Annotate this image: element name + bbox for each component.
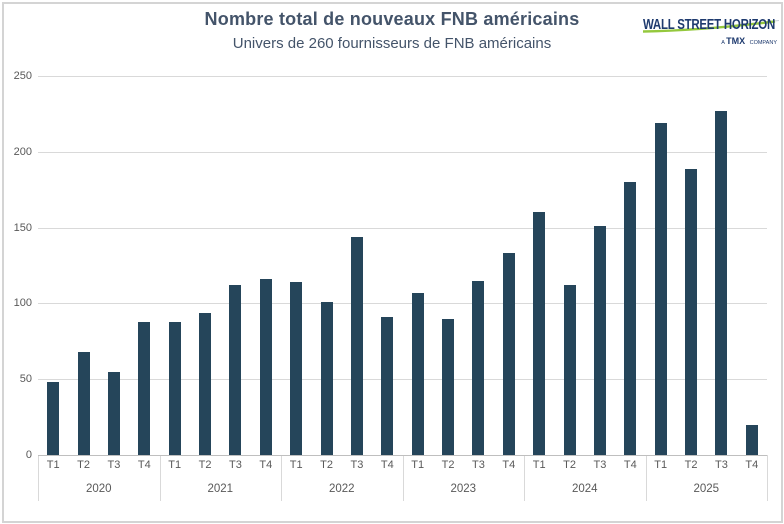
bar-2025-T2 xyxy=(685,168,698,455)
x-axis-year-label: 2024 xyxy=(571,483,598,495)
bar-2023-T3 xyxy=(472,280,485,455)
x-axis-quarter-label: T3 xyxy=(350,459,364,471)
x-axis-quarter-label: T1 xyxy=(654,459,668,471)
x-axis-year-label: 2020 xyxy=(85,483,112,495)
y-gridline xyxy=(38,379,767,380)
x-axis-year-label: 2022 xyxy=(328,483,355,495)
x-axis-quarter-label: T4 xyxy=(502,459,516,471)
chart-subtitle: Univers de 260 fournisseurs de FNB améri… xyxy=(232,35,552,52)
x-axis-year-label: 2021 xyxy=(207,483,234,495)
x-axis-quarter-label: T2 xyxy=(198,459,212,471)
bar-2021-T2 xyxy=(199,312,212,455)
x-axis-quarter-label: T2 xyxy=(563,459,577,471)
bar-2023-T1 xyxy=(411,292,424,455)
y-axis-tick-label: 200 xyxy=(13,146,32,158)
bar-2021-T3 xyxy=(229,285,242,455)
y-axis-tick-label: 100 xyxy=(13,297,32,309)
bar-2024-T3 xyxy=(593,226,606,455)
year-group-separator xyxy=(160,455,161,501)
bar-2021-T4 xyxy=(259,279,272,455)
year-group-separator xyxy=(524,455,525,501)
x-axis-quarter-label: T1 xyxy=(168,459,182,471)
y-axis-tick-label: 50 xyxy=(19,373,32,385)
x-axis-quarter-label: T2 xyxy=(441,459,455,471)
x-axis-quarter-label: T1 xyxy=(46,459,60,471)
logo-tagline: A TMX COMPANY xyxy=(721,31,777,48)
x-axis-quarter-label: T3 xyxy=(107,459,121,471)
x-axis-quarter-label: T1 xyxy=(289,459,303,471)
x-axis-quarter-label: T3 xyxy=(714,459,728,471)
bar-2022-T1 xyxy=(290,282,303,455)
y-gridline xyxy=(38,152,767,153)
x-axis-quarter-label: T4 xyxy=(137,459,151,471)
logo-swoosh-icon xyxy=(642,20,776,33)
x-axis-quarter-label: T2 xyxy=(77,459,91,471)
bar-2023-T4 xyxy=(502,253,515,455)
y-gridline xyxy=(38,228,767,229)
x-axis-quarter-label: T3 xyxy=(593,459,607,471)
y-axis-tick-label: 150 xyxy=(13,222,32,234)
x-axis-year-label: 2025 xyxy=(693,483,720,495)
x-axis-quarter-label: T2 xyxy=(684,459,698,471)
y-axis-tick-label: 0 xyxy=(25,449,32,461)
bar-2023-T2 xyxy=(442,318,455,455)
bar-2024-T4 xyxy=(624,182,637,455)
bar-2024-T1 xyxy=(533,212,546,455)
y-gridline xyxy=(38,76,767,77)
bar-2022-T4 xyxy=(381,317,394,455)
bar-2021-T1 xyxy=(168,321,181,455)
x-axis-quarter-label: T1 xyxy=(532,459,546,471)
chart-title: Nombre total de nouveaux FNB américains xyxy=(204,9,580,29)
x-axis-quarter-label: T4 xyxy=(745,459,759,471)
y-axis-tick-label: 250 xyxy=(13,70,32,82)
y-gridline xyxy=(38,303,767,304)
bar-2024-T2 xyxy=(563,285,576,455)
bar-2025-T4 xyxy=(745,424,758,455)
wall-street-horizon-logo: WALL STREET HORIZON A TMX COMPANY xyxy=(642,17,780,48)
year-group-separator xyxy=(646,455,647,501)
x-axis-quarter-label: T3 xyxy=(471,459,485,471)
x-axis-quarter-label: T2 xyxy=(320,459,334,471)
bar-2025-T1 xyxy=(654,123,667,455)
x-axis-quarter-label: T1 xyxy=(411,459,425,471)
bar-2022-T3 xyxy=(350,236,363,455)
year-group-separator xyxy=(767,455,768,501)
year-group-separator xyxy=(281,455,282,501)
logo-brand-text: WALL STREET HORIZON xyxy=(643,17,775,33)
bar-2020-T1 xyxy=(47,382,60,455)
year-group-separator xyxy=(38,455,39,501)
bar-2025-T3 xyxy=(715,110,728,455)
x-axis-line xyxy=(38,455,767,456)
bar-2020-T4 xyxy=(138,321,151,455)
x-axis-quarter-label: T3 xyxy=(228,459,242,471)
bar-2022-T2 xyxy=(320,301,333,455)
x-axis-quarter-label: T4 xyxy=(259,459,273,471)
x-axis-year-label: 2023 xyxy=(450,483,477,495)
year-group-separator xyxy=(403,455,404,501)
x-axis-quarter-label: T4 xyxy=(380,459,394,471)
bar-2020-T3 xyxy=(107,371,120,455)
x-axis-quarter-label: T4 xyxy=(623,459,637,471)
bar-2020-T2 xyxy=(77,351,90,455)
